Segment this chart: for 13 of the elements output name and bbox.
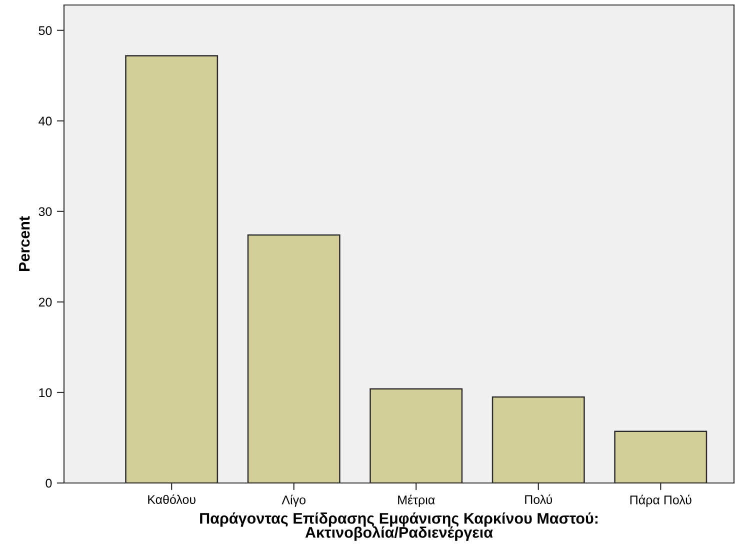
x-tick-label: Πολύ xyxy=(525,494,552,504)
y-axis-title: Percent xyxy=(19,216,30,271)
x-tick-label: Πάρα Πολύ xyxy=(630,494,692,507)
x-tick-label: Καθόλου xyxy=(148,494,196,504)
y-tick-label: 10 xyxy=(39,388,52,398)
y-tick-label: 30 xyxy=(38,207,52,216)
y-tick-label: 50 xyxy=(38,26,52,35)
y-tick-label: 40 xyxy=(38,116,52,126)
y-tick-label: 0 xyxy=(46,478,52,488)
y-tick-label: 20 xyxy=(38,298,52,307)
x-tick-label: Μέτρια xyxy=(398,494,435,507)
x-tick-label: Λίγο xyxy=(282,494,306,507)
x-axis-title: Παράγοντας Επίδρασης Εμφάνισης Καρκίνου Μαστού: Ακτινοβολία/Ραδιενέργεια xyxy=(200,512,598,541)
